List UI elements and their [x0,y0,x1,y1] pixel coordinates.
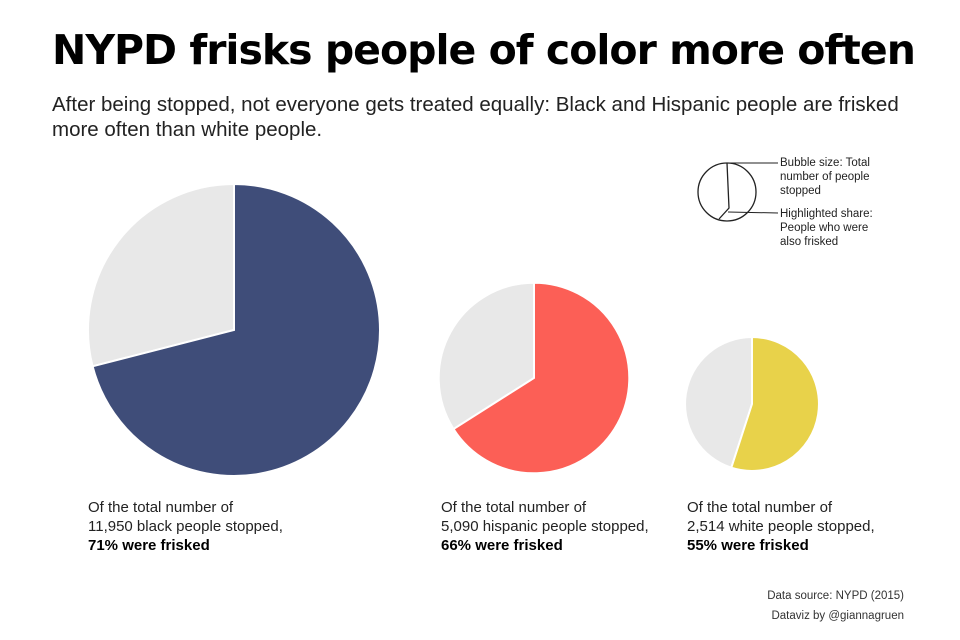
legend-share-line: Highlighted share: [780,208,873,220]
legend-share-leader [727,211,779,214]
pie-white [684,336,820,472]
legend-size-line: stopped [780,185,821,197]
caption-frisked-pct: 71% were frisked [88,537,210,554]
legend-share-divider [718,162,730,220]
caption-line: 5,090 hispanic people stopped, [441,518,649,535]
legend-size-label: Bubble size: Total number of people stop… [780,156,870,198]
pie-slice-frisked-white [730,336,820,472]
legend-size-line: Bubble size: Total [780,157,870,169]
pie-slice-frisked-hispanic [452,281,631,475]
caption-frisked-pct: 55% were frisked [687,537,809,554]
legend-share-line: also frisked [780,236,839,248]
caption-line: 2,514 white people stopped, [687,518,875,535]
caption-frisked-pct: 66% were frisked [441,537,563,554]
caption-line: Of the total number of [88,499,234,516]
legend-size-line: number of people [780,171,870,183]
caption-line: 11,950 black people stopped, [88,518,283,535]
pie-black [87,182,381,477]
pie-slice-frisked-black [91,182,381,477]
pie-slice-not-frisked-white [684,336,753,469]
legend-graphic [697,162,779,222]
caption-hispanic: Of the total number of 5,090 hispanic pe… [441,498,649,555]
caption-black: Of the total number of 11,950 black peop… [88,498,283,555]
pie-slice-not-frisked-black [87,182,235,368]
data-source: Data source: NYPD (2015) [767,590,904,602]
legend-share-line: People who were [780,222,869,234]
pie-hispanic [437,281,631,475]
chart-subtitle: After being stopped, not everyone gets t… [52,93,899,141]
caption-line: Of the total number of [441,499,587,516]
caption-line: Of the total number of [687,499,833,516]
caption-white: Of the total number of 2,514 white peopl… [687,498,875,555]
dataviz-credit: Dataviz by @giannagruen [771,610,904,622]
legend-share-label: Highlighted share: People who were also … [780,207,873,249]
chart-title: NYPD frisks people of color more often [52,26,916,74]
